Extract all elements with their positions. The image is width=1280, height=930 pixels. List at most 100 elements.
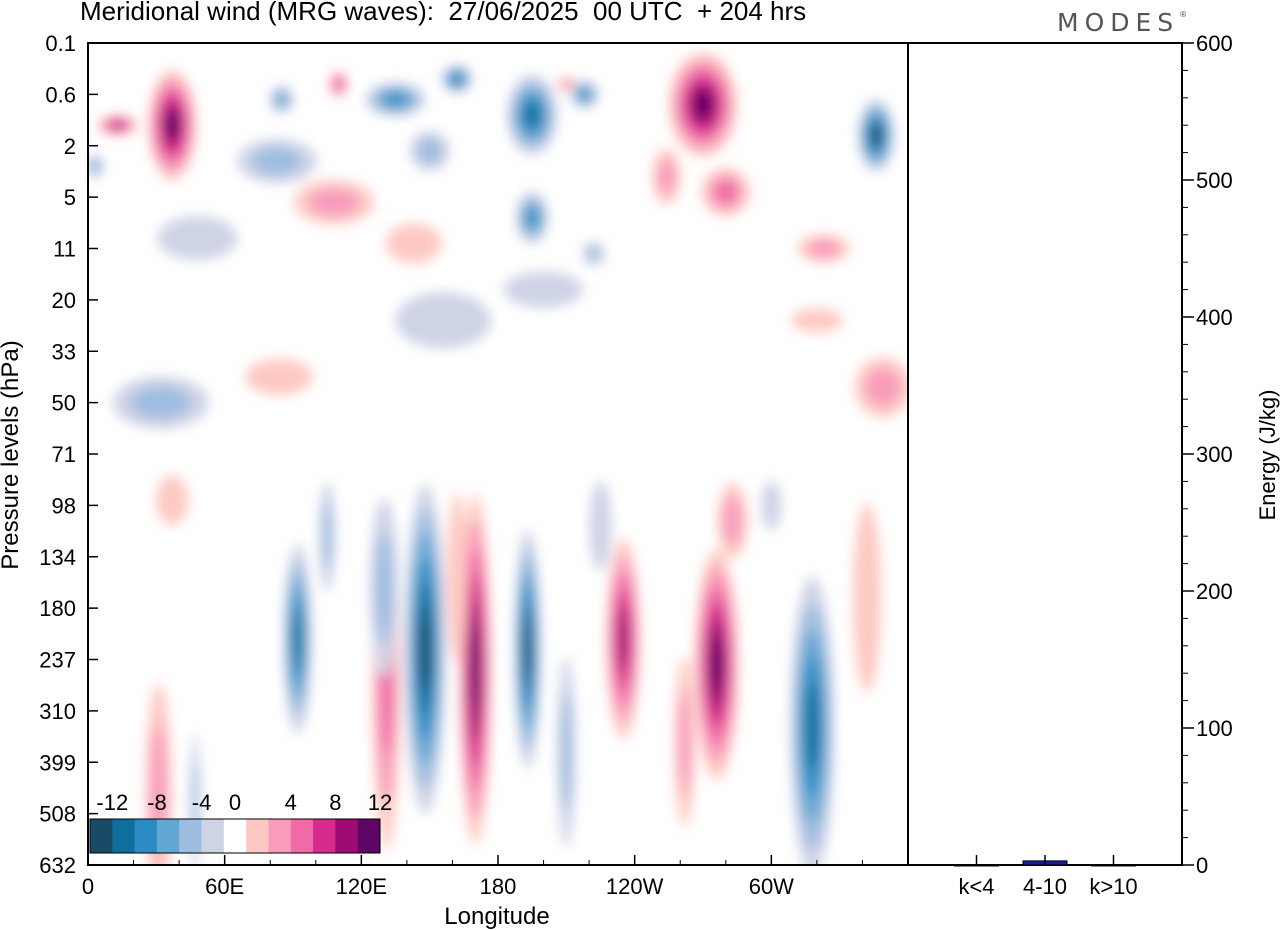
x-tick-label: 120E [336, 874, 387, 899]
contour-band [526, 208, 538, 227]
colorbar-swatch [134, 819, 158, 853]
contour-band [417, 138, 442, 164]
colorbar-swatch [112, 819, 136, 853]
contour-band [865, 368, 901, 406]
y-tick-label: 71 [52, 442, 76, 467]
contour-field [88, 52, 908, 865]
colorbar-swatch [156, 819, 180, 853]
y-axis-label: Pressure levels (hPa) [0, 340, 24, 569]
contour-band [156, 475, 189, 526]
colorbar-tick-label: 8 [329, 790, 341, 815]
contour-band [452, 74, 462, 83]
contour-band [245, 358, 314, 395]
colorbar-tick-label: -8 [147, 790, 167, 815]
contour-band [375, 532, 393, 643]
contour-band [111, 122, 124, 129]
energy-bar [1091, 864, 1136, 867]
contour-band [420, 609, 430, 690]
contour-band [309, 188, 359, 216]
contour-band [853, 502, 881, 693]
y-tick-label: 98 [52, 493, 76, 518]
contour-band [560, 79, 572, 90]
y-axis: 0.1 0.6 2 5 11 20 33 50 71 98 134 180 237 310 399 508 63… [39, 31, 98, 878]
y-tick-label: 20 [52, 288, 76, 313]
colorbar-swatch [313, 819, 336, 853]
colorbar-swatch [246, 819, 269, 853]
contour-band [657, 159, 676, 194]
contour-band [790, 308, 843, 333]
contour-band [395, 292, 492, 349]
contour-band [586, 246, 601, 262]
colorbar-swatch [90, 819, 113, 853]
energy-axis: 0 100 200 300 400 500 600 [1182, 31, 1233, 878]
heatmap-frame [87, 42, 909, 866]
energy-x-tick-label: 4-10 [1023, 874, 1067, 899]
contour-band [322, 502, 333, 571]
contour-band [471, 627, 480, 713]
colorbar-swatch [335, 819, 359, 853]
chart-title: Meridional wind (MRG waves): 27/06/2025 … [80, 0, 807, 26]
y-tick-label: 399 [39, 750, 76, 775]
contour-band [385, 223, 442, 264]
x-tick-label: 60W [749, 874, 794, 899]
y-tick-label: 310 [39, 699, 76, 724]
contour-band [806, 683, 819, 770]
contour-band [293, 611, 302, 667]
y-tick-label: 33 [52, 339, 76, 364]
colorbar-tick-label: 0 [229, 790, 241, 815]
colorbar-swatch [201, 819, 225, 853]
contour-band [560, 693, 572, 811]
energy-panel-frame [907, 42, 1183, 866]
y-tick-label: 180 [39, 596, 76, 621]
energy-tick-label: 500 [1196, 168, 1233, 193]
contour-band [91, 160, 99, 172]
colorbar-swatch [268, 819, 292, 853]
contour-band [715, 181, 737, 203]
contour-band [618, 610, 629, 668]
energy-tick-label: 0 [1196, 853, 1208, 878]
modes-logo: MODES® [1057, 8, 1188, 37]
colorbar-tick-label: 12 [368, 790, 392, 815]
contour-band [723, 497, 742, 545]
contour-band [447, 492, 467, 663]
energy-tick-label: 100 [1196, 716, 1233, 741]
colorbar-swatch [223, 819, 247, 853]
contour-band [503, 271, 584, 308]
contour-band [252, 147, 302, 175]
energy-tick-label: 200 [1196, 579, 1233, 604]
contour-band [166, 111, 179, 139]
x-tick-label: 120W [606, 874, 664, 899]
colorbar-frame [89, 818, 381, 854]
contour-band [678, 689, 691, 795]
x-tick-label: 60E [205, 874, 244, 899]
colorbar: -12 -8 -4 0 4 8 12 [89, 790, 392, 854]
contour-extremum [491, 92, 495, 96]
contour-bands [88, 52, 908, 865]
energy-tick-label: 400 [1196, 305, 1233, 330]
x-tick-label: 0 [82, 874, 94, 899]
colorbar-swatch [179, 819, 203, 853]
energy-x-tick-label: k>10 [1089, 874, 1137, 899]
contour-band [276, 93, 287, 106]
energy-bars: k<4 4-10 k>10 [954, 855, 1138, 899]
energy-axis-label: Energy (J/kg) [1255, 390, 1280, 521]
y-tick-label: 5 [64, 185, 76, 210]
y-tick-label: 2 [64, 134, 76, 159]
contour-band [579, 89, 590, 100]
contour-band [589, 480, 612, 571]
contour-band [761, 480, 782, 531]
y-tick-label: 632 [39, 853, 76, 878]
contour-band [871, 126, 881, 145]
x-axis: 0 60E 120E 180 120W 60W [82, 855, 863, 899]
colorbar-tick-label: 4 [285, 790, 297, 815]
energy-bar [954, 864, 999, 867]
colorbar-tick-label: -4 [192, 790, 212, 815]
contour-band [157, 216, 238, 261]
y-tick-label: 134 [39, 545, 76, 570]
contour-band [385, 93, 406, 106]
x-tick-label: 180 [480, 874, 517, 899]
colorbar-tick-label: -12 [96, 790, 128, 815]
y-tick-label: 0.6 [45, 82, 76, 107]
x-axis-label: Longitude [444, 903, 549, 930]
